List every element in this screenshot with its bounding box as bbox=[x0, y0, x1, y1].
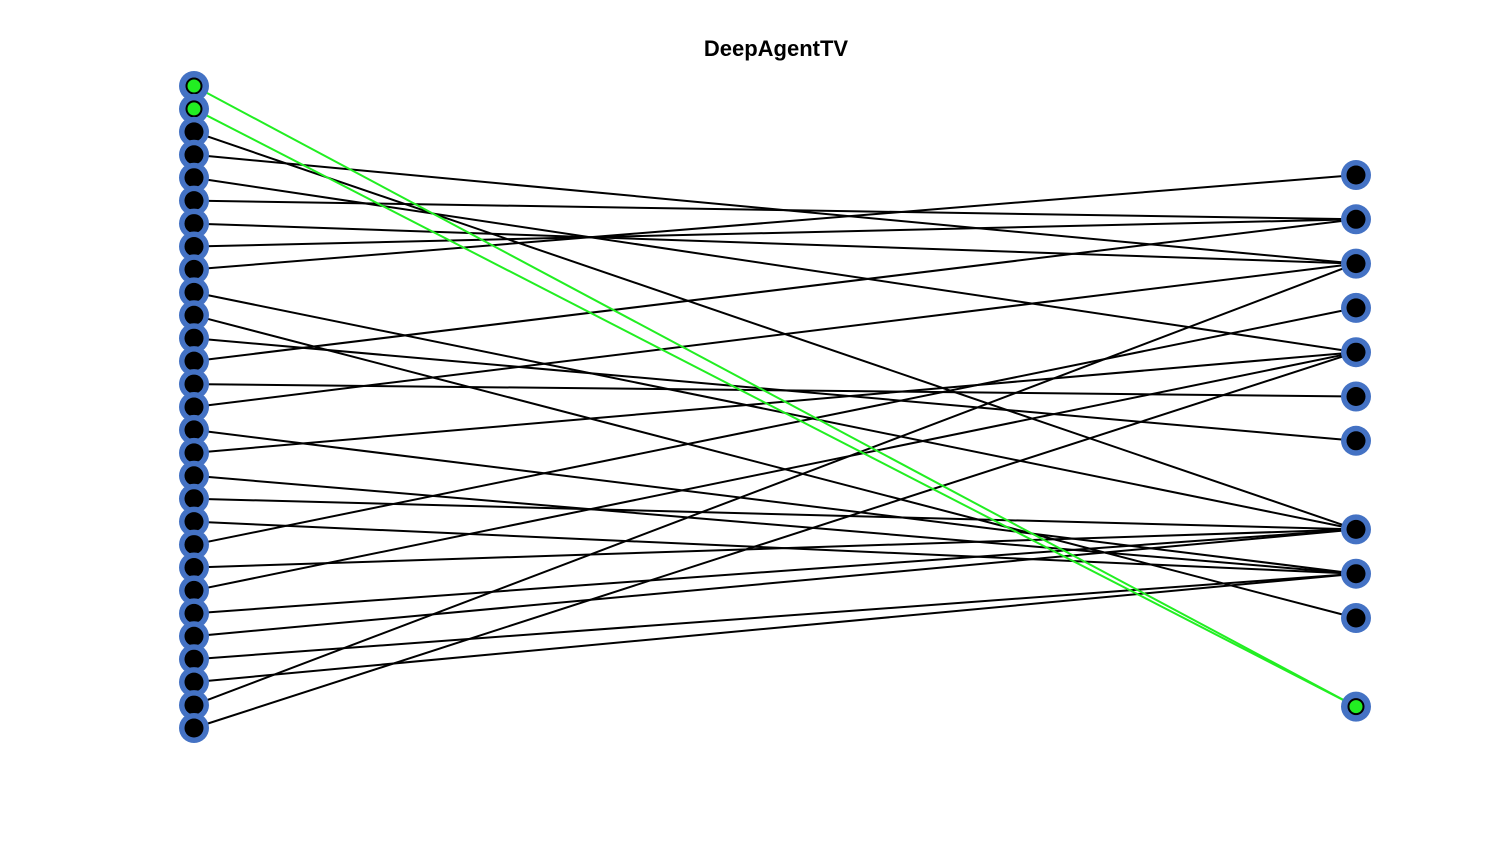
graph-edge bbox=[193, 351, 1357, 592]
left-node bbox=[179, 162, 209, 193]
graph-edge bbox=[193, 291, 1357, 531]
left-node bbox=[179, 392, 209, 422]
graph-edge bbox=[193, 351, 1357, 729]
right-node bbox=[1341, 292, 1371, 323]
left-node bbox=[179, 483, 209, 514]
left-node bbox=[179, 506, 209, 537]
graph-edge bbox=[193, 176, 1357, 354]
graph-edge bbox=[193, 222, 1357, 265]
figure-title: DeepAgentTV bbox=[703, 36, 849, 61]
graph-edge bbox=[193, 314, 1357, 619]
graph-edge bbox=[193, 306, 1357, 546]
left-node bbox=[179, 277, 209, 308]
highlighted-edge bbox=[193, 108, 1357, 708]
graph-edge bbox=[193, 428, 1357, 575]
graph-edge bbox=[193, 528, 1357, 615]
left-node-highlighted bbox=[179, 93, 209, 124]
graph-edge bbox=[193, 572, 1357, 661]
highlighted-edge bbox=[193, 85, 1357, 708]
right-node bbox=[1341, 337, 1371, 368]
right-node bbox=[1341, 381, 1371, 412]
left-node bbox=[179, 552, 209, 583]
graph-edge bbox=[193, 351, 1357, 454]
graph-edge bbox=[193, 174, 1357, 271]
left-node bbox=[179, 598, 209, 629]
right-node bbox=[1341, 160, 1371, 190]
left-node bbox=[179, 690, 209, 721]
left-node bbox=[179, 369, 209, 400]
left-node bbox=[179, 346, 209, 377]
left-node bbox=[179, 667, 209, 698]
left-node bbox=[179, 231, 209, 262]
right-node bbox=[1341, 514, 1371, 545]
left-node bbox=[179, 644, 209, 675]
left-node bbox=[179, 460, 209, 491]
left-node bbox=[179, 529, 209, 560]
left-node bbox=[179, 437, 209, 468]
left-node bbox=[179, 575, 209, 606]
left-node bbox=[179, 323, 209, 354]
left-node bbox=[179, 254, 209, 285]
nodes-layer bbox=[179, 71, 1371, 743]
right-node bbox=[1341, 248, 1371, 279]
graph-edge bbox=[193, 497, 1357, 531]
graph-edge bbox=[193, 528, 1357, 638]
edges-layer bbox=[193, 85, 1357, 729]
graph-edge bbox=[193, 383, 1357, 398]
graph-edge bbox=[193, 528, 1357, 569]
graph-edge bbox=[193, 262, 1357, 408]
graph-edge bbox=[193, 262, 1357, 707]
right-node bbox=[1341, 558, 1371, 589]
graph-edge bbox=[193, 218, 1357, 363]
graph-edge bbox=[193, 130, 1357, 531]
left-node bbox=[179, 208, 209, 239]
graph-edge bbox=[193, 218, 1357, 248]
left-node-highlighted bbox=[179, 71, 209, 101]
left-node bbox=[179, 621, 209, 652]
left-node bbox=[179, 139, 209, 170]
right-node bbox=[1341, 603, 1371, 633]
right-node bbox=[1341, 425, 1371, 456]
graph-edge bbox=[193, 474, 1357, 575]
right-node-highlighted bbox=[1341, 691, 1371, 722]
graph-edge bbox=[193, 199, 1357, 221]
left-node bbox=[179, 414, 209, 445]
left-node bbox=[179, 300, 209, 331]
graph-edge bbox=[193, 572, 1357, 684]
left-node bbox=[179, 116, 209, 147]
left-node bbox=[179, 185, 209, 216]
left-node bbox=[179, 713, 209, 743]
right-node bbox=[1341, 204, 1371, 235]
